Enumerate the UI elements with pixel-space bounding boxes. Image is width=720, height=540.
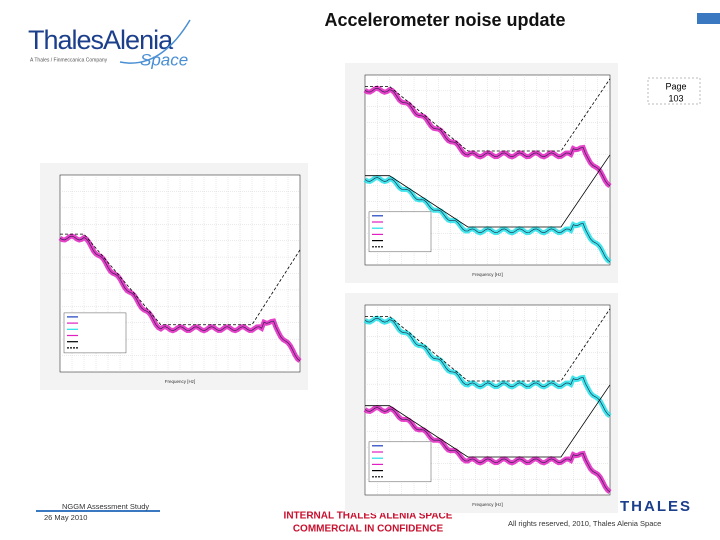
noise-curve (364, 177, 611, 263)
logo-tagline: A Thales / Finmeccanica Company (30, 57, 108, 63)
footer-date: 26 May 2010 (44, 513, 87, 522)
noise-curve (364, 87, 611, 187)
x-axis-label: Frequency [Hz] (472, 502, 503, 507)
corner-mark (697, 13, 720, 24)
requirement-line (60, 233, 301, 326)
noise-curve (59, 235, 301, 362)
x-axis-label: Frequency [Hz] (472, 272, 503, 277)
plot-legend (368, 211, 432, 253)
requirement-line (365, 384, 611, 458)
requirement-line (365, 308, 611, 382)
plot-legend (63, 312, 127, 354)
footer-study: NGGM Assessment Study (62, 502, 149, 511)
plot-legend (368, 441, 432, 483)
requirement-line (365, 78, 611, 152)
logo-name: ThalesAlenia (28, 25, 174, 55)
noise-curve (364, 317, 611, 417)
classification: INTERNAL THALES ALENIA SPACE (284, 511, 453, 522)
page-box (647, 77, 701, 105)
logo-sub: Space (140, 50, 188, 69)
logo-swoosh (119, 19, 191, 64)
page-label: Page (665, 81, 686, 91)
noise-curve (364, 407, 611, 493)
footer-rights: All rights reserved, 2010, Thales Alenia… (508, 519, 661, 528)
requirement-line (365, 154, 611, 228)
page-number: 103 (668, 93, 683, 103)
footer-brand: THALES (620, 498, 692, 515)
slide-title: Accelerometer noise update (324, 10, 565, 30)
classification: COMMERCIAL IN CONFIDENCE (293, 524, 444, 535)
x-axis-label: Frequency [Hz] (165, 379, 196, 384)
